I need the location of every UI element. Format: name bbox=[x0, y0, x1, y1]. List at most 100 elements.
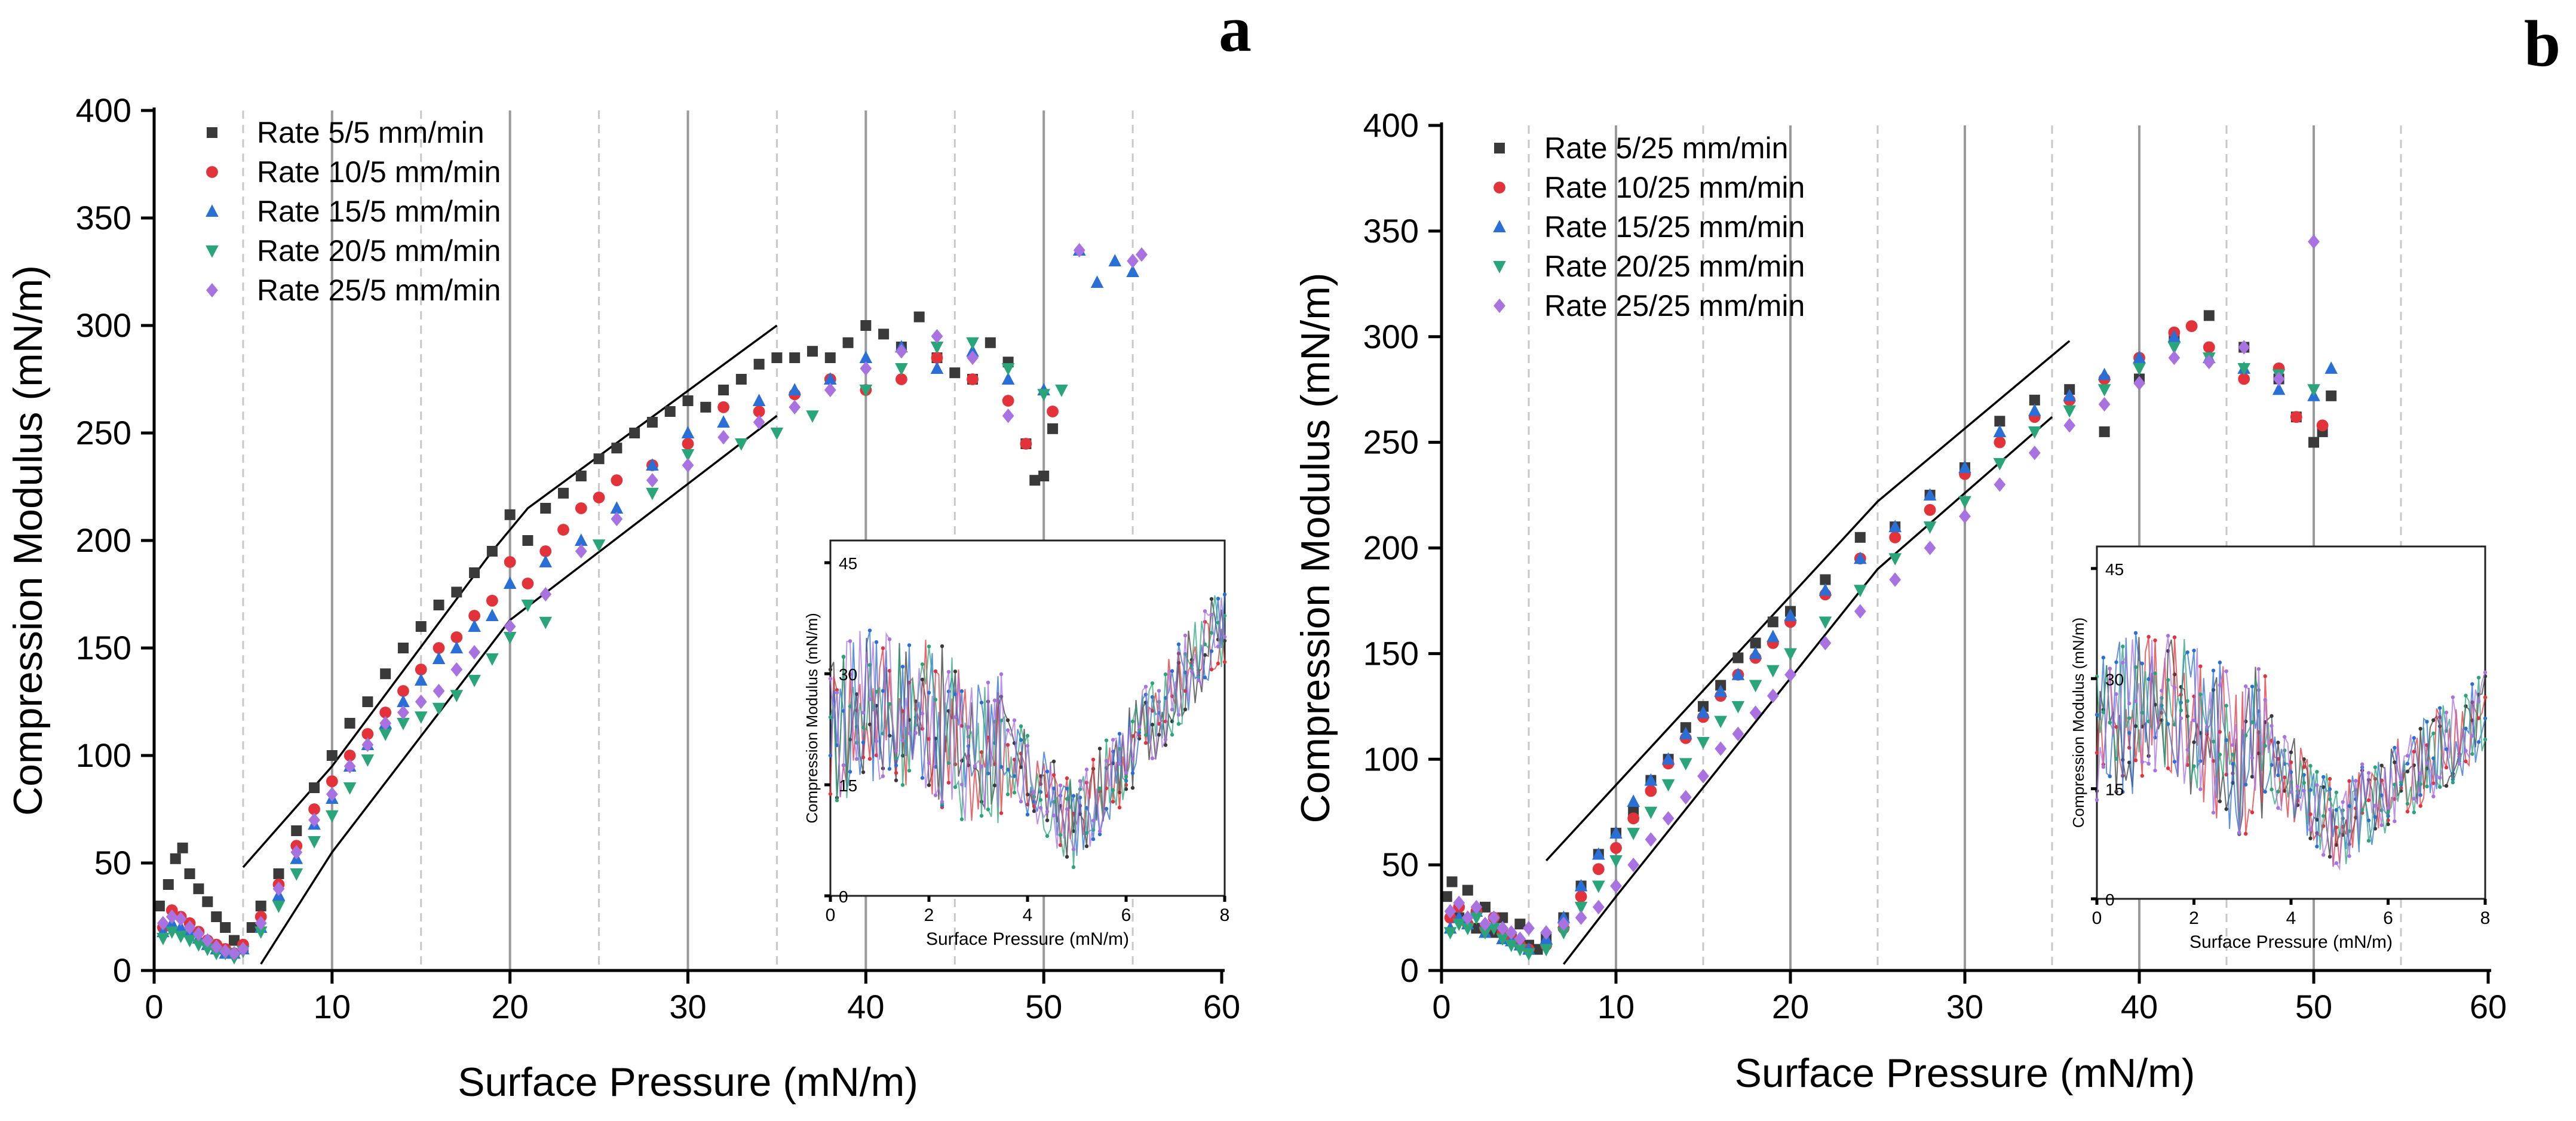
data-point bbox=[379, 729, 392, 741]
legend-marker bbox=[206, 204, 219, 217]
data-point bbox=[414, 711, 428, 724]
data-point bbox=[931, 352, 943, 364]
data-point bbox=[1496, 933, 1509, 946]
inset-data-point bbox=[1150, 756, 1155, 760]
inset-data-point bbox=[2153, 768, 2157, 773]
inset-data-point bbox=[1143, 741, 1148, 745]
data-point bbox=[1592, 899, 1605, 915]
inset-data-point bbox=[1130, 756, 1135, 761]
inset-data-point bbox=[920, 662, 925, 667]
inset-data-point bbox=[2256, 667, 2261, 671]
data-point bbox=[174, 911, 187, 926]
data-point bbox=[1461, 910, 1474, 925]
data-point bbox=[1514, 931, 1526, 947]
data-point bbox=[1959, 509, 1971, 524]
y-tick-label: 200 bbox=[1363, 529, 1419, 567]
data-point bbox=[201, 933, 214, 948]
data-point bbox=[646, 417, 658, 428]
inset-data-point bbox=[2204, 725, 2209, 729]
data-point bbox=[592, 539, 606, 552]
inset-data-point bbox=[2366, 798, 2371, 803]
inset-data-point bbox=[2366, 839, 2371, 843]
data-point bbox=[2028, 446, 2041, 460]
inset-data-point bbox=[2327, 807, 2332, 812]
data-point bbox=[361, 737, 374, 753]
data-point bbox=[1055, 385, 1068, 397]
inset-data-point bbox=[894, 770, 898, 775]
data-point bbox=[1627, 828, 1640, 840]
inset-data-point bbox=[828, 753, 833, 758]
inset-data-point bbox=[920, 727, 925, 731]
data-point bbox=[539, 545, 552, 557]
inset-data-point bbox=[2418, 793, 2422, 797]
x-axis-title: Surface Pressure (mN/m) bbox=[1735, 1051, 2195, 1096]
inset-data-point bbox=[2321, 814, 2326, 818]
inset-data-point bbox=[2218, 661, 2222, 665]
legend-label: Rate 5/5 mm/min bbox=[257, 116, 484, 149]
data-point bbox=[682, 457, 694, 473]
data-point bbox=[1661, 752, 1675, 765]
data-point bbox=[1452, 919, 1465, 931]
inset-data-point bbox=[2231, 761, 2235, 766]
data-point bbox=[681, 449, 695, 462]
inset-data-point bbox=[867, 722, 872, 727]
data-point bbox=[362, 696, 373, 707]
inset-data-point bbox=[2198, 759, 2203, 763]
data-point bbox=[165, 909, 178, 925]
data-point bbox=[859, 351, 873, 363]
legend-marker bbox=[206, 282, 218, 298]
inset-data-point bbox=[1019, 724, 1023, 729]
inset-data-point bbox=[2160, 689, 2164, 693]
inset-data-point bbox=[1170, 669, 1174, 673]
inset-data-point bbox=[2373, 803, 2378, 807]
inset-data-point bbox=[2321, 853, 2326, 857]
inset-data-point bbox=[2334, 861, 2339, 865]
data-point bbox=[1610, 879, 1622, 893]
data-point bbox=[1679, 790, 1692, 805]
inset-data-point bbox=[1170, 733, 1174, 737]
data-point bbox=[361, 728, 374, 740]
inset-data-point bbox=[2231, 743, 2235, 747]
data-point bbox=[1461, 923, 1474, 935]
inset-data-point bbox=[920, 677, 925, 682]
inset-data-point bbox=[2464, 759, 2468, 764]
inset-data-point bbox=[2198, 787, 2203, 791]
inset-data-point bbox=[2114, 790, 2118, 794]
inset-data-point bbox=[927, 644, 931, 649]
inset-data-point bbox=[2470, 733, 2474, 738]
inset-data-point bbox=[2327, 797, 2332, 801]
data-point bbox=[1609, 855, 1623, 868]
data-point bbox=[157, 916, 169, 930]
inset-data-point bbox=[900, 709, 905, 713]
data-point bbox=[1073, 242, 1085, 258]
inset-data-point bbox=[1150, 723, 1155, 727]
inset-data-point bbox=[2412, 810, 2416, 815]
inset-data-point bbox=[940, 800, 944, 804]
inset-data-point bbox=[2308, 828, 2313, 832]
inset-data-point bbox=[2114, 660, 2118, 664]
legend-marker bbox=[1493, 220, 1506, 232]
data-point bbox=[895, 363, 908, 376]
inset-data-point bbox=[1130, 786, 1135, 790]
inset-data-point bbox=[1091, 837, 1096, 841]
data-point bbox=[157, 933, 170, 945]
data-point bbox=[379, 715, 392, 731]
inset-data-point bbox=[2224, 669, 2228, 674]
inset-data-point bbox=[861, 726, 866, 730]
data-point bbox=[1784, 648, 1797, 661]
inset-data-point bbox=[1124, 775, 1128, 779]
data-point bbox=[2324, 361, 2338, 374]
data-point bbox=[210, 939, 223, 954]
data-point bbox=[913, 311, 925, 323]
inset-data-point bbox=[2276, 773, 2280, 778]
data-point bbox=[2237, 363, 2250, 376]
legend-label: Rate 25/25 mm/min bbox=[1544, 289, 1805, 323]
y-tick-label: 350 bbox=[76, 199, 131, 237]
inset-data-point bbox=[1025, 744, 1030, 748]
data-point bbox=[1108, 254, 1122, 266]
inset-data-point bbox=[2108, 720, 2112, 724]
inset-data-point bbox=[2094, 798, 2099, 802]
inset-data-point bbox=[2250, 684, 2255, 689]
inset-data-point bbox=[1097, 786, 1102, 791]
legend-label: Rate 15/5 mm/min bbox=[257, 195, 501, 228]
